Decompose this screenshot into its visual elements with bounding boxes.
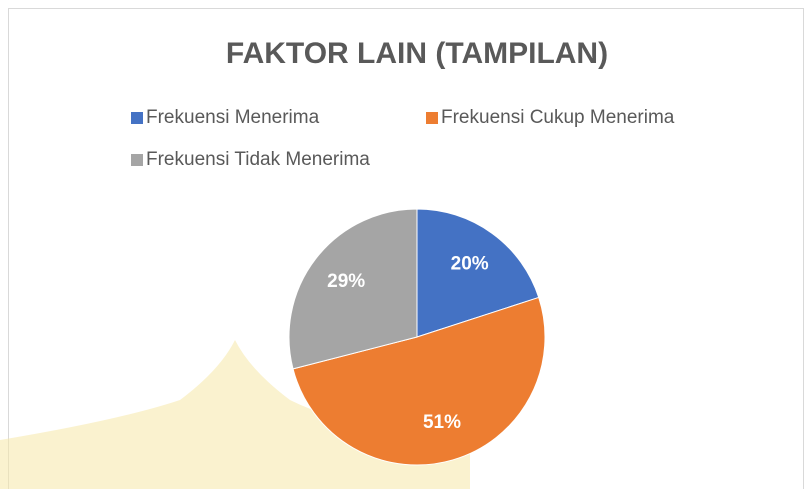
chart-title: FAKTOR LAIN (TAMPILAN) (226, 37, 608, 70)
legend-swatch (131, 154, 143, 166)
legend-swatch (426, 112, 438, 124)
pie-slice (292, 296, 546, 466)
legend-label: Frekuensi Tidak Menerima (146, 149, 370, 170)
data-label: 29% (327, 271, 365, 292)
legend-label: Frekuensi Cukup Menerima (441, 107, 675, 128)
legend: Frekuensi Menerima Frekuensi Cukup Meneri… (131, 107, 675, 170)
legend-label: Frekuensi Menerima (146, 107, 320, 128)
pie: 20% 51% 29% (288, 208, 546, 466)
pie-slice (288, 208, 418, 370)
data-label: 51% (423, 412, 461, 433)
data-label: 20% (451, 254, 489, 275)
pie-slice (416, 208, 540, 338)
legend-swatch (131, 112, 143, 124)
watermark (0, 340, 470, 489)
